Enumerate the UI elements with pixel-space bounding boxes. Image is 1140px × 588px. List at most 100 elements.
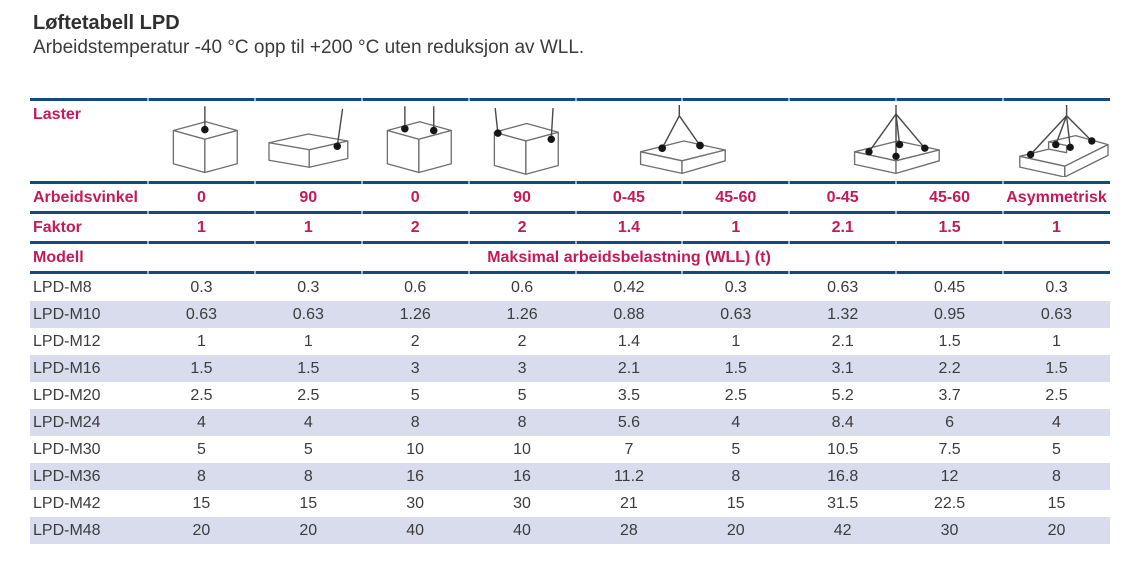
- document-header: Løftetabell LPD Arbeidstemperatur -40 °C…: [30, 12, 1110, 58]
- table-row: LPD-M10 0.63 0.63 1.26 1.26 0.88 0.63 1.32 0.95 0…: [30, 301, 1110, 328]
- wll-value: 5: [731, 441, 741, 458]
- wll-value: 28: [620, 522, 638, 539]
- divider-segment: [254, 98, 363, 101]
- wll-value: 15: [299, 495, 318, 512]
- factor-value: 1: [196, 219, 206, 236]
- wll-value: 8: [303, 468, 313, 485]
- wll-header: Maksimal arbeidsbelastning (WLL) (t): [487, 249, 771, 266]
- wll-value: 0.3: [724, 279, 747, 296]
- model-rows: LPD-M8 0.3 0.3 0.6 0.6 0.42 0.3 0.63 0.45 0.3 LPD-…: [30, 274, 1110, 544]
- divider-rule: [30, 211, 1110, 214]
- wll-value: 5.6: [617, 414, 641, 431]
- wll-value: 8: [410, 414, 420, 431]
- load-icon-flat-box-four-leg-sling: [789, 101, 1003, 181]
- table-row: LPD-M8 0.3 0.3 0.6 0.6 0.42 0.3 0.63 0.45 0.3: [30, 274, 1110, 301]
- divider-rule: [30, 241, 1110, 244]
- factor-value: 1: [731, 219, 741, 236]
- wll-value: 5: [517, 387, 527, 404]
- table-row: LPD-M20 2.5 2.5 5 5 3.5 2.5 5.2 3.7 2.5: [30, 382, 1110, 409]
- cube-two-points-top-icon: [386, 106, 452, 174]
- factor-value: 2.1: [831, 219, 854, 236]
- divider-segment: [789, 241, 898, 244]
- divider-segment: [575, 241, 684, 244]
- page-title: Løftetabell LPD: [33, 12, 180, 34]
- working-angle-row: Arbeidsvinkel 0 90 0 90 0-45 45-60 0-45 …: [30, 184, 1110, 211]
- wll-value: 3.1: [831, 360, 854, 377]
- wll-value: 16.8: [827, 468, 859, 485]
- divider-segment: [254, 211, 363, 214]
- document-page: Løftetabell LPD Arbeidstemperatur -40 °C…: [30, 12, 1110, 544]
- divider-segment: [1003, 241, 1110, 244]
- divider-segment: [468, 181, 577, 184]
- wll-value: 1.5: [938, 333, 961, 350]
- wll-value: 1: [1052, 333, 1061, 350]
- divider-segment: [30, 211, 149, 214]
- factor-value: 2: [517, 219, 527, 236]
- angle-value: 90: [513, 189, 531, 206]
- wll-value: 15: [192, 495, 211, 512]
- table-row: LPD-M42 15 15 30 30 21 15 31.5 22.5 15: [30, 490, 1110, 517]
- wll-value: 0.63: [827, 279, 859, 296]
- divider-segment: [148, 241, 256, 244]
- wll-value: 30: [513, 495, 531, 512]
- wll-value: 1: [303, 333, 313, 350]
- wll-value: 1: [731, 333, 741, 350]
- divider-segment: [1003, 181, 1110, 184]
- model-name: LPD-M42: [33, 495, 101, 512]
- wll-value: 0.95: [933, 306, 966, 323]
- working-angle-label: Arbeidsvinkel: [33, 189, 138, 206]
- wll-value: 2.5: [297, 387, 320, 404]
- divider-segment: [1003, 211, 1110, 214]
- divider-segment: [1003, 271, 1110, 274]
- wll-value: 2.5: [190, 387, 213, 404]
- wll-value: 2.1: [831, 333, 854, 350]
- wll-value: 5: [410, 387, 420, 404]
- loads-row: Laster: [30, 101, 1110, 181]
- divider-segment: [468, 98, 577, 101]
- model-name: LPD-M10: [33, 306, 101, 323]
- cube-two-points-sides-icon: [493, 107, 559, 175]
- divider-segment: [361, 181, 470, 184]
- wll-value: 11.2: [613, 468, 644, 485]
- wll-value: 15: [726, 495, 745, 512]
- divider-segment: [575, 98, 684, 101]
- wll-value: 7: [624, 441, 634, 458]
- model-name: LPD-M8: [33, 279, 92, 296]
- divider-segment: [148, 211, 256, 214]
- wll-value: 40: [513, 522, 531, 539]
- wll-value: 4: [731, 414, 741, 431]
- wll-value: 2: [517, 333, 527, 350]
- divider-rule: [30, 271, 1110, 274]
- wll-value: 0.63: [720, 306, 752, 323]
- wll-value: 31.5: [827, 495, 859, 512]
- flat-box-side-point-icon: [268, 108, 349, 168]
- divider-segment: [30, 271, 149, 274]
- four-leg-sling-icon: [854, 105, 940, 175]
- wll-value: 22.5: [933, 495, 966, 512]
- wll-value: 20: [299, 522, 318, 539]
- divider-segment: [789, 211, 898, 214]
- load-icon-flat-box-two-leg-sling: [576, 101, 790, 181]
- divider-segment: [575, 211, 684, 214]
- divider-segment: [30, 241, 149, 244]
- divider-segment: [148, 271, 256, 274]
- divider-segment: [682, 98, 791, 101]
- wll-value: 3: [410, 360, 420, 377]
- divider-segment: [682, 211, 791, 214]
- factor-value: 1: [1052, 219, 1061, 236]
- divider-segment: [789, 181, 898, 184]
- wll-value: 2.5: [724, 387, 747, 404]
- angle-value: Asymmetrisk: [1006, 189, 1107, 206]
- wll-value: 20: [1047, 522, 1066, 539]
- wll-value: 30: [940, 522, 959, 539]
- divider-segment: [789, 271, 898, 274]
- model-header-row: Modell Maksimal arbeidsbelastning (WLL) …: [30, 244, 1110, 271]
- divider-segment: [682, 241, 791, 244]
- page-subtitle: Arbeidstemperatur -40 °C opp til +200 °C…: [33, 37, 585, 58]
- asymmetric-sling-icon: [1019, 105, 1109, 177]
- divider-segment: [254, 241, 363, 244]
- load-icon-cube-single-top-point-vertical: [148, 101, 255, 181]
- cube-single-point-icon: [172, 106, 238, 174]
- model-name: LPD-M36: [33, 468, 101, 485]
- wll-value: 40: [406, 522, 425, 539]
